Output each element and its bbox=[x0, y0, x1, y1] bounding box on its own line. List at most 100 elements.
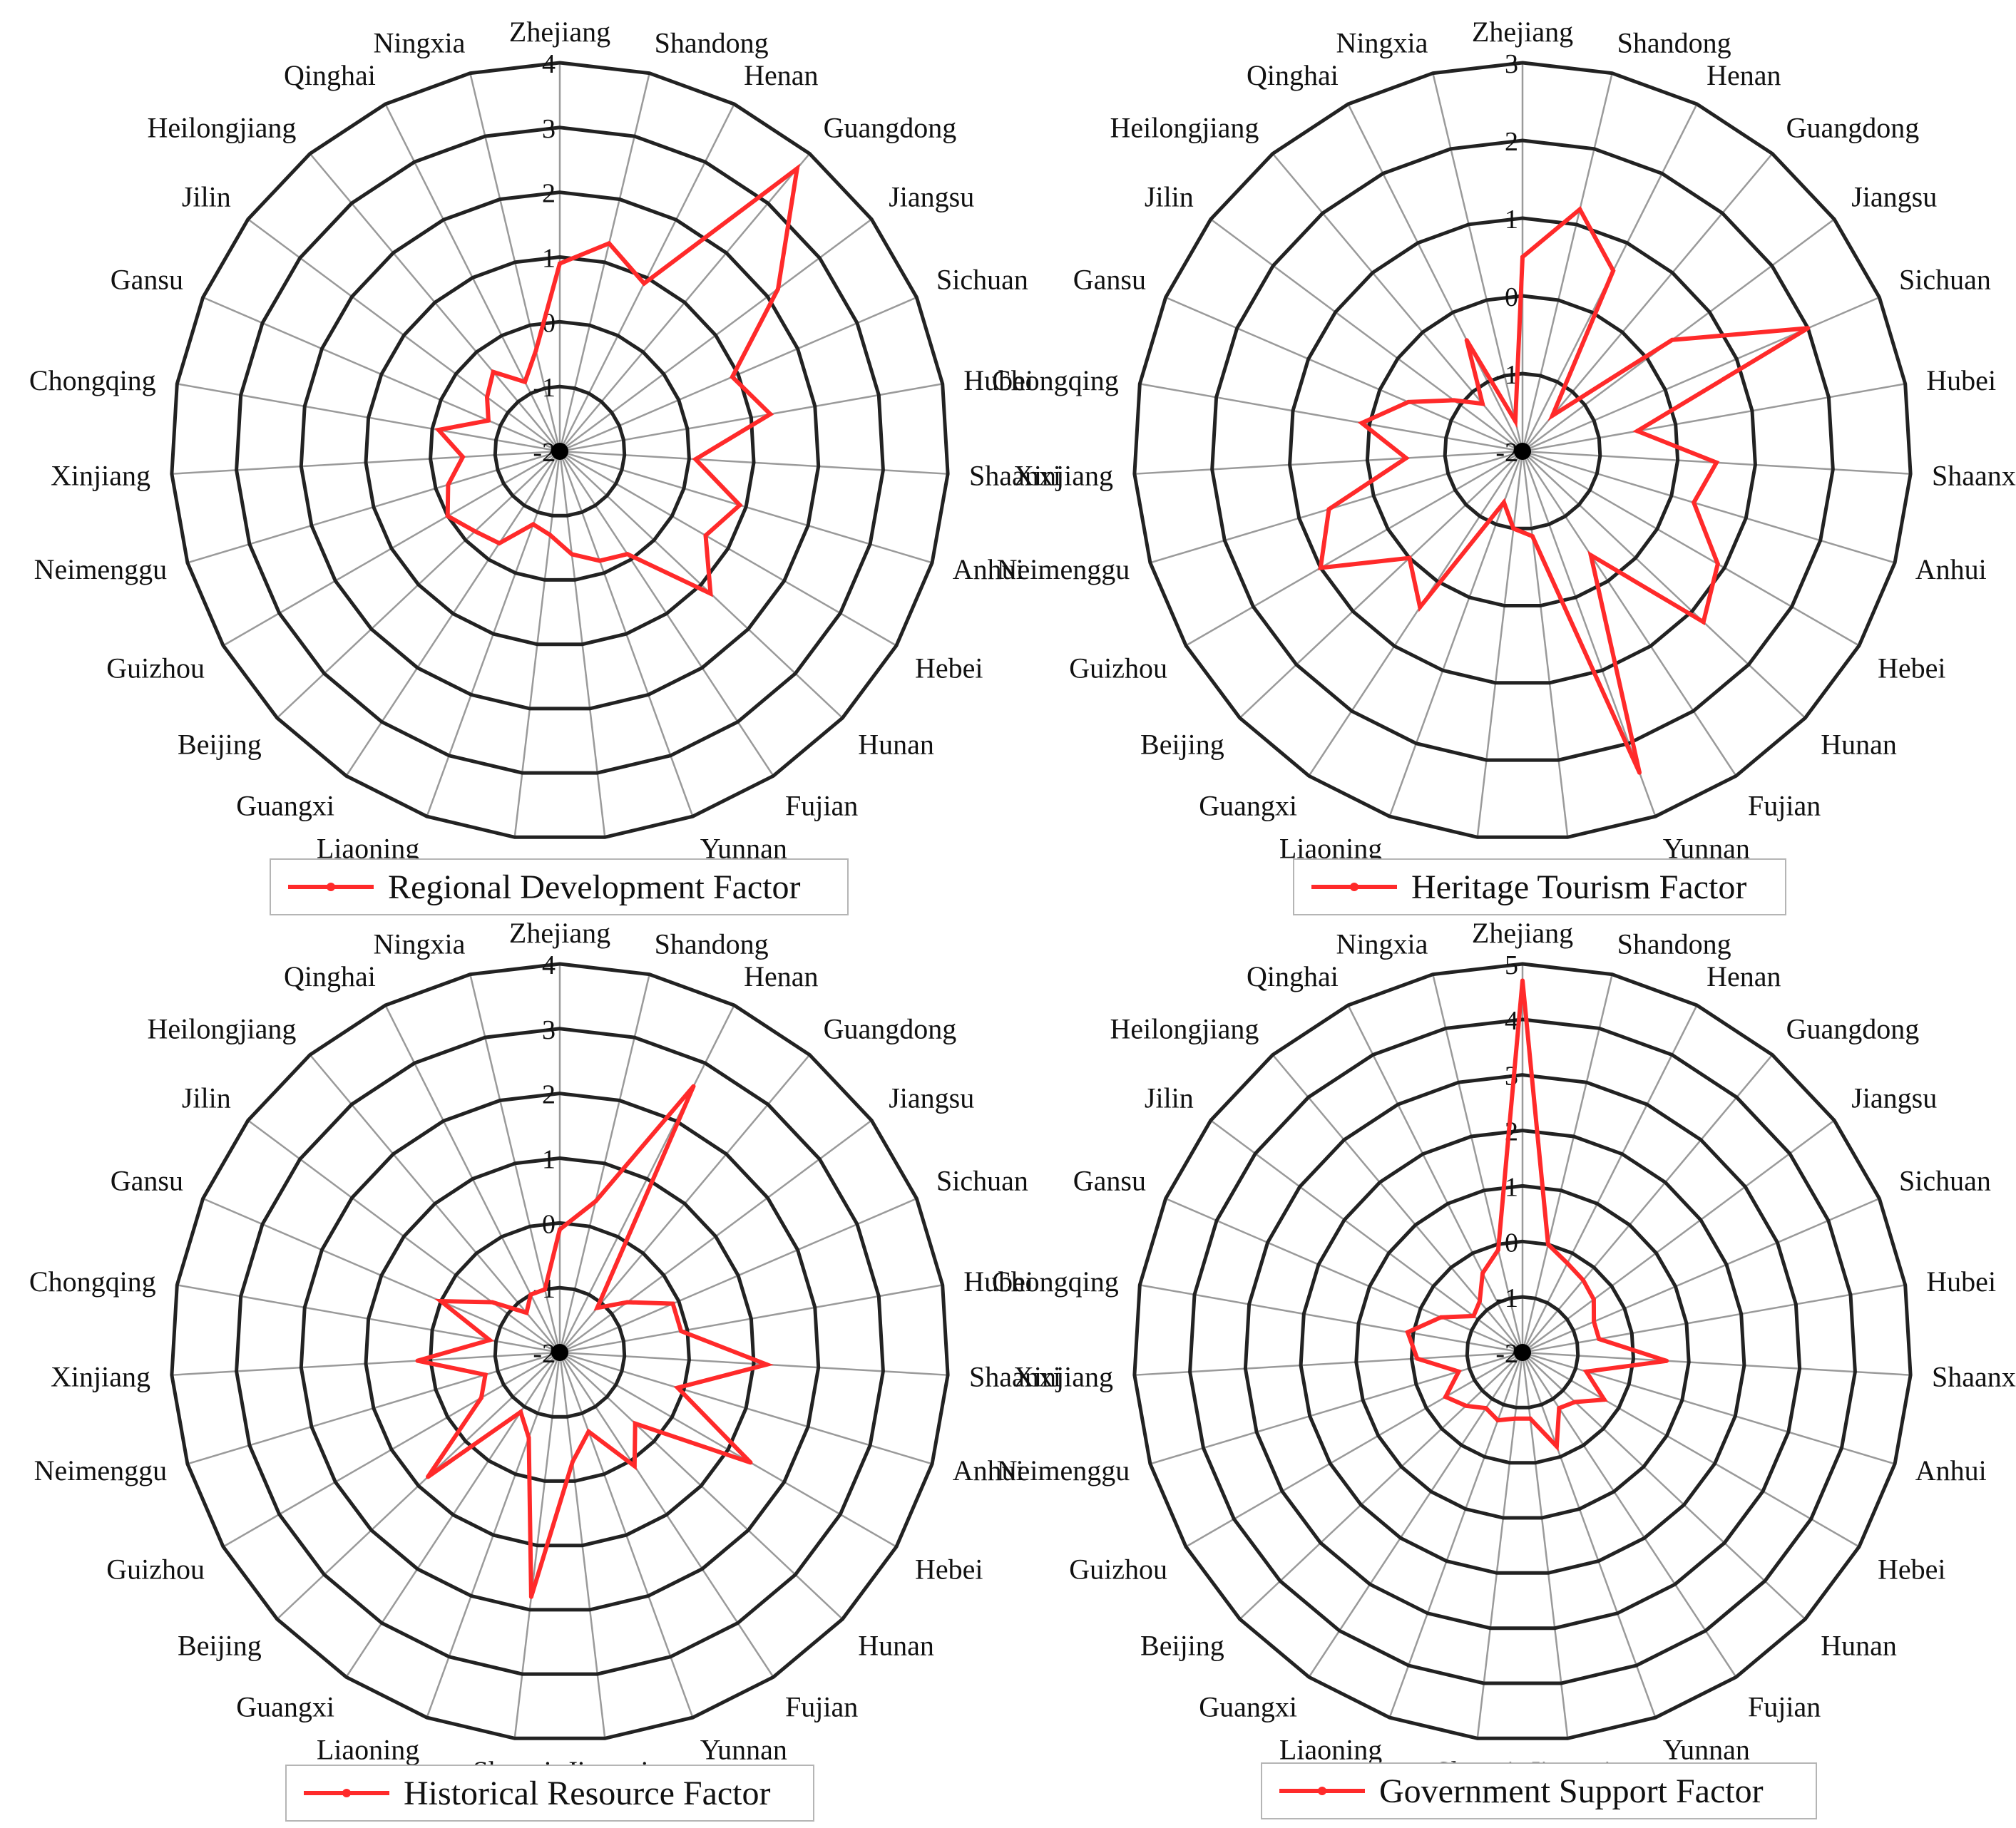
radar-tick-label: 4 bbox=[542, 950, 556, 980]
category-label-neimenggu: Neimenggu bbox=[34, 553, 168, 585]
category-label-beijing: Beijing bbox=[1140, 729, 1224, 761]
category-label-ningxia: Ningxia bbox=[374, 928, 466, 960]
radar-grid-ring bbox=[493, 1285, 627, 1419]
radar-grid-ring bbox=[1443, 371, 1602, 530]
radar-grid-ring bbox=[1354, 1183, 1691, 1520]
category-label-chongqing: Chongqing bbox=[992, 1265, 1119, 1298]
category-label-anhui: Anhui bbox=[1915, 553, 1987, 585]
category-label-shandong: Shandong bbox=[1617, 27, 1731, 59]
radar-tick-label: 3 bbox=[542, 114, 556, 144]
category-label-hunan: Hunan bbox=[858, 729, 934, 761]
data-point-anhui bbox=[737, 503, 742, 508]
category-label-jilin: Jilin bbox=[182, 181, 231, 213]
radar-spoke bbox=[1432, 73, 1524, 452]
data-point-shanxi bbox=[548, 533, 553, 538]
radar-center bbox=[1514, 443, 1531, 460]
radar-grid-ring bbox=[299, 190, 821, 711]
data-point-anhui bbox=[1584, 1369, 1589, 1374]
radar-spoke bbox=[1522, 1351, 1860, 1548]
category-label-ningxia: Ningxia bbox=[1336, 27, 1428, 59]
radar-spoke bbox=[1150, 450, 1523, 564]
data-point-neimenggu bbox=[483, 1372, 488, 1377]
radar-tick-label: 0 bbox=[542, 1209, 556, 1239]
radar-grid-ring bbox=[235, 1027, 885, 1676]
data-point-yunnan bbox=[597, 558, 602, 563]
radar-grid-ring bbox=[170, 61, 950, 839]
regional-development-legend: Regional Development Factor bbox=[270, 858, 849, 915]
category-label-shandong: Shandong bbox=[1617, 928, 1731, 960]
radar-tick-label: 0 bbox=[1505, 282, 1518, 312]
data-point-heilongjiang bbox=[1477, 1299, 1482, 1304]
legend-label: Heritage Tourism Factor bbox=[1411, 868, 1747, 906]
data-point-neimenggu bbox=[446, 482, 451, 487]
data-point-guangdong bbox=[595, 1305, 600, 1310]
data-point-fujian bbox=[625, 552, 630, 557]
category-label-beijing: Beijing bbox=[1140, 1630, 1224, 1662]
category-label-neimenggu: Neimenggu bbox=[34, 1454, 168, 1486]
category-label-guangdong: Guangdong bbox=[1786, 112, 1920, 144]
data-point-guangxi bbox=[497, 541, 502, 545]
category-label-hubei: Hubei bbox=[1926, 1265, 1996, 1298]
data-point-xinjiang bbox=[1403, 456, 1408, 461]
category-label-hubei: Hubei bbox=[963, 1265, 1033, 1298]
category-label-sichuan: Sichuan bbox=[936, 263, 1028, 295]
category-label-yunnan: Yunnan bbox=[700, 1733, 787, 1765]
data-point-ningxia bbox=[533, 348, 538, 353]
data-point-hubei bbox=[1597, 1337, 1602, 1342]
radar-spoke bbox=[1165, 296, 1523, 453]
category-label-yunnan: Yunnan bbox=[1663, 1733, 1750, 1765]
radar-grid-ring bbox=[429, 1221, 691, 1483]
radar-grid-ring bbox=[1210, 138, 1835, 762]
legend-label: Regional Development Factor bbox=[388, 868, 801, 906]
data-point-hebei bbox=[1715, 562, 1720, 566]
data-point-guangxi bbox=[1418, 605, 1423, 610]
category-label-heilongjiang: Heilongjiang bbox=[148, 112, 297, 144]
category-label-neimenggu: Neimenggu bbox=[997, 1454, 1130, 1486]
data-point-hubei bbox=[679, 1329, 683, 1333]
category-label-liaoning: Liaoning bbox=[1279, 1733, 1382, 1765]
data-point-jiangxi bbox=[570, 1459, 575, 1464]
category-label-zhejiang: Zhejiang bbox=[509, 917, 610, 949]
data-point-henan bbox=[642, 281, 647, 286]
radar-grid-ring bbox=[1188, 1017, 1857, 1685]
data-point-liaoning bbox=[1495, 1418, 1500, 1423]
government-support-radar: -2 -1 0 1 2 3 4 5 Zhejiang Shandong Henan Guangdong… bbox=[992, 914, 2016, 1828]
category-label-guizhou: Guizhou bbox=[1069, 1554, 1167, 1586]
data-point-hebei bbox=[748, 1460, 753, 1465]
radar-rings bbox=[170, 962, 950, 1740]
category-label-henan: Henan bbox=[744, 59, 818, 91]
radar-spoke bbox=[1522, 1351, 1911, 1376]
data-point-jiangsu bbox=[1591, 1297, 1596, 1302]
category-label-gansu: Gansu bbox=[111, 1164, 183, 1196]
series-line bbox=[1318, 205, 1809, 774]
data-point-shaanxi bbox=[1714, 460, 1719, 465]
data-point-guangxi bbox=[518, 1409, 523, 1414]
data-point-fujian bbox=[632, 1464, 637, 1469]
category-label-hubei: Hubei bbox=[1926, 364, 1996, 396]
data-point-ningxia bbox=[1495, 1248, 1500, 1253]
data-point-jiangxi bbox=[1528, 1416, 1533, 1421]
data-point-xinjiang bbox=[461, 454, 465, 459]
category-label-fujian: Fujian bbox=[785, 1690, 858, 1722]
category-label-guangxi: Guangxi bbox=[236, 1690, 334, 1722]
legend-line-swatch bbox=[304, 1789, 389, 1797]
radar-spoke bbox=[1271, 1054, 1523, 1353]
data-point-zhejiang bbox=[1520, 255, 1525, 260]
data-point-neimenggu bbox=[1326, 507, 1331, 512]
data-point-jiangxi bbox=[1530, 534, 1535, 539]
data-point-shandong bbox=[1545, 1242, 1550, 1247]
data-point-hunan bbox=[708, 591, 713, 596]
data-point-hunan bbox=[1572, 1400, 1577, 1405]
radar-tick-label: 2 bbox=[542, 179, 556, 209]
radar-spoke bbox=[1521, 974, 1613, 1353]
category-label-jiangsu: Jiangsu bbox=[889, 181, 974, 213]
data-point-zhejiang bbox=[558, 261, 562, 266]
category-label-shaanxi: Shaanxi bbox=[1932, 1360, 2016, 1392]
radar-spoke bbox=[1347, 103, 1524, 452]
category-label-qinghai: Qinghai bbox=[284, 59, 376, 91]
data-point-gansu bbox=[439, 1299, 444, 1303]
data-point-heilongjiang bbox=[491, 369, 496, 374]
data-point-yunnan bbox=[1637, 770, 1642, 775]
